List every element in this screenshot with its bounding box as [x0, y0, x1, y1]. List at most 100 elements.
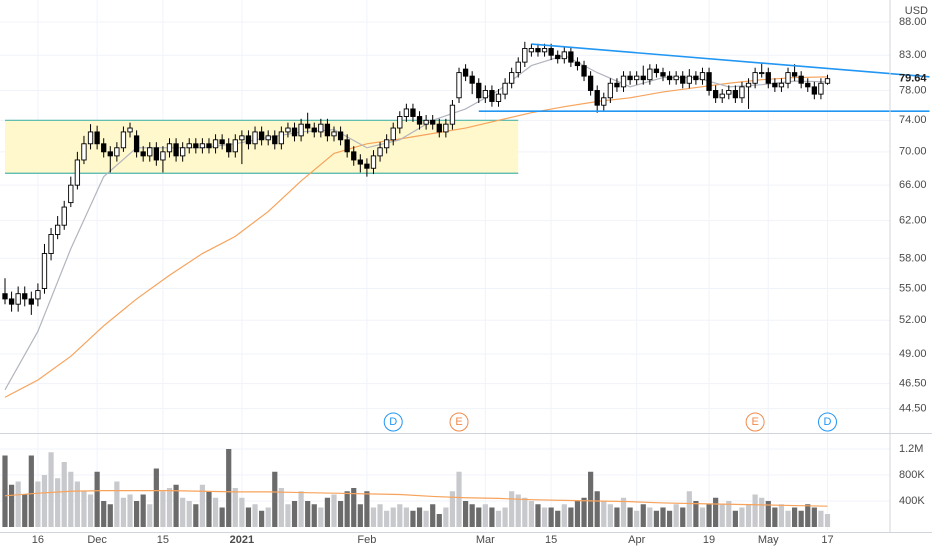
candle-body [528, 48, 535, 53]
candle-body [476, 82, 482, 99]
volume-bar [331, 494, 337, 527]
volume-bar [337, 501, 344, 527]
candle-body [41, 253, 48, 289]
candle-body [337, 131, 344, 141]
volume-bar [824, 514, 831, 527]
candle-body [120, 131, 127, 149]
candle-body [101, 143, 107, 153]
volume-bar [607, 504, 613, 527]
volume-bar [686, 491, 692, 527]
y-tick-label: 55.00 [899, 282, 927, 294]
candle-body [166, 143, 173, 153]
volume-bar [476, 507, 482, 527]
volume-bar [344, 491, 350, 527]
candle-body [410, 108, 416, 117]
volume-bar [818, 510, 824, 527]
volume-bar [726, 501, 732, 527]
volume-bar [107, 504, 113, 527]
volume-bar [765, 501, 771, 527]
volume-bar [278, 488, 284, 527]
candle-body [206, 143, 212, 149]
volume-bar [561, 504, 567, 527]
volume-bar [713, 497, 719, 527]
candle-body [818, 82, 824, 95]
volume-bar [568, 507, 574, 527]
volume-bar [87, 494, 94, 527]
candle-body [153, 147, 159, 161]
candle-body [686, 75, 692, 84]
volume-bar [265, 507, 271, 527]
volume-bar [535, 504, 541, 527]
candle-body [383, 139, 390, 149]
candle-body [798, 75, 804, 84]
candle-body [81, 143, 87, 161]
candle-body [87, 131, 94, 145]
candle-body [74, 159, 81, 186]
volume-bar [805, 504, 811, 527]
candle-body [824, 78, 831, 84]
candle-body [541, 48, 548, 53]
candle-body [706, 72, 712, 91]
x-tick-label: Mar [476, 534, 495, 546]
candle-body [660, 72, 666, 77]
volume-bar [456, 471, 462, 527]
volume-bar [140, 494, 146, 527]
event-marker [383, 412, 403, 432]
candle-body [219, 139, 225, 145]
volume-bar [515, 494, 521, 527]
volume-bar [759, 497, 765, 527]
volume-bar [449, 491, 456, 527]
candle-body [397, 116, 403, 129]
volume-bar [232, 488, 238, 527]
volume-tick-label: 800K [899, 469, 925, 481]
candle-body [239, 135, 245, 141]
volume-bar [324, 497, 331, 527]
volume-bar [469, 504, 475, 527]
volume-bar [239, 497, 245, 527]
volume-bar [206, 491, 212, 527]
volume-bar [699, 507, 706, 527]
candle-body [745, 82, 752, 88]
volume-bar [41, 475, 48, 527]
candle-body [712, 90, 719, 99]
volume-bar [101, 501, 107, 527]
volume-bar [193, 504, 199, 527]
volume-bar [680, 507, 686, 527]
candle-body [522, 48, 528, 63]
candle-body [22, 293, 28, 300]
candle-body [791, 72, 798, 77]
volume-bar [436, 514, 442, 527]
volume-bar [541, 507, 548, 527]
candle-body [653, 68, 660, 74]
volume-bar [199, 484, 205, 527]
candle-body [482, 90, 488, 99]
candle-body [364, 163, 370, 169]
volume-bar [364, 491, 370, 527]
volume-bar [68, 471, 74, 527]
candle-body [140, 151, 146, 157]
candle-body [548, 48, 554, 56]
volume-bar [311, 504, 317, 527]
volume-bar [153, 468, 159, 527]
candle-body [726, 90, 732, 95]
candle-body [739, 86, 745, 99]
volume-bar [732, 510, 738, 527]
candle-body [324, 123, 331, 137]
candle-body [594, 90, 600, 106]
candle-body [61, 206, 67, 226]
x-tick-label: Dec [87, 534, 107, 546]
y-tick-label: 70.00 [899, 146, 927, 158]
volume-bar [403, 507, 409, 527]
volume-bar [430, 504, 436, 527]
volume-bar [180, 497, 186, 527]
candle-body [311, 127, 317, 133]
candle-body [778, 82, 785, 88]
candle-body [423, 119, 429, 125]
candle-body [509, 72, 515, 84]
candle-body [318, 123, 324, 133]
x-tick-label: 17 [821, 534, 833, 546]
candle-body [640, 75, 646, 81]
y-tick-label: 58.00 [899, 252, 927, 264]
candle-body [647, 68, 653, 81]
candle-body [535, 48, 541, 53]
